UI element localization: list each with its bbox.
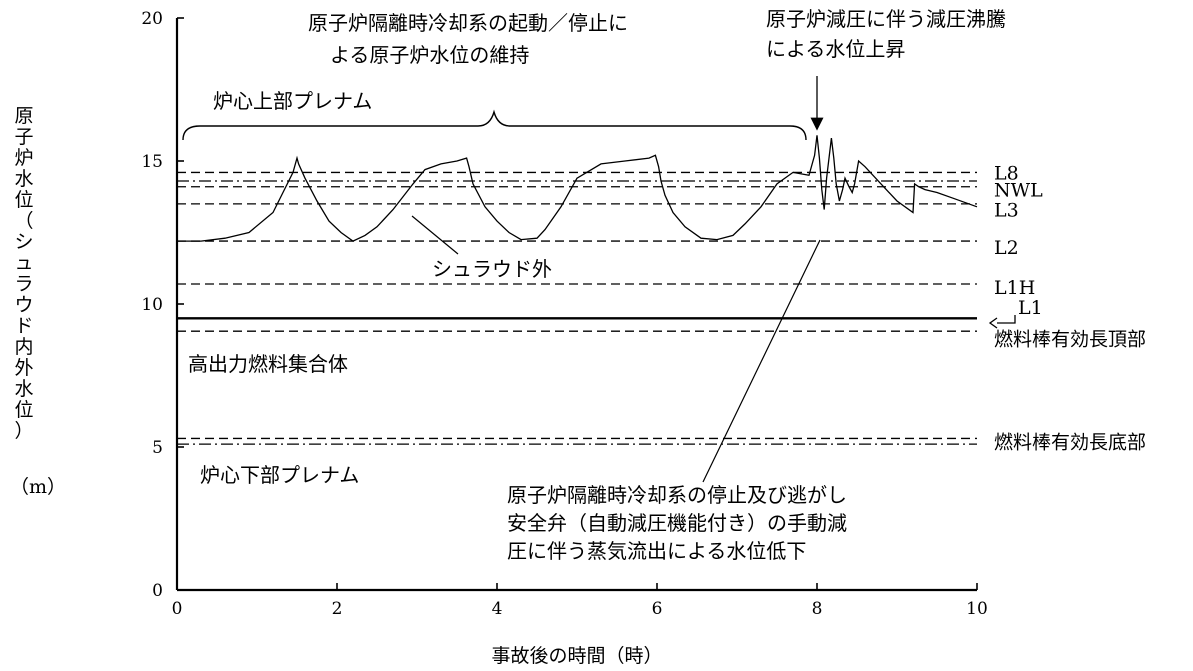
y-tick-label: 15 xyxy=(141,152,163,172)
y-tick-label: 0 xyxy=(152,581,163,601)
y-axis-label-char: ュ xyxy=(14,252,33,274)
y-axis-label-char: 位 xyxy=(14,189,33,211)
x-tick-label: 6 xyxy=(652,599,663,619)
series-line-shroud-outside xyxy=(177,135,978,242)
y-axis-label-char: ウ xyxy=(14,294,33,316)
y-axis-label-char: ド xyxy=(14,315,33,337)
label-upper-plenum: 炉心上部プレナム xyxy=(213,89,372,113)
y-axis-label-char: 外 xyxy=(14,357,33,379)
y-axis-unit: （m） xyxy=(10,476,66,498)
level-label: NWL xyxy=(994,180,1043,202)
y-tick-label: 5 xyxy=(152,438,163,458)
level-label: L1 xyxy=(1018,297,1043,319)
y-axis-label-char: 子 xyxy=(14,126,33,148)
level-label: L1H xyxy=(994,277,1035,299)
annotation-rcic-stop-1: 原子炉隔離時冷却系の停止及び逃がし xyxy=(507,483,847,507)
annotation-depressurization-1: 原子炉減圧に伴う減圧沸騰 xyxy=(766,7,1006,31)
y-axis-label-char: ） xyxy=(14,420,33,442)
y-axis-label-char: 水 xyxy=(14,168,33,190)
y-axis-label-char: 水 xyxy=(14,378,33,400)
y-tick-label: 20 xyxy=(141,9,163,29)
shroud-outside-leader xyxy=(411,215,459,255)
x-axis-label: 事故後の時間（時） xyxy=(491,645,662,667)
label-shroud-outside: シュラウド外 xyxy=(432,257,552,281)
x-tick-label: 0 xyxy=(172,599,183,619)
arrow-rcic-stop xyxy=(702,239,821,483)
y-axis-label-char: 内 xyxy=(14,336,33,358)
l1-bracket-arrowhead xyxy=(988,317,998,329)
level-label: L2 xyxy=(994,237,1019,259)
annotation-rcic-maintain-1: 原子炉隔離時冷却系の起動／停止に xyxy=(308,11,628,35)
annotation-depressurization-2: による水位上昇 xyxy=(766,37,905,61)
upper-plenum-brace xyxy=(182,109,807,141)
x-tick-label: 8 xyxy=(812,599,823,619)
level-lines xyxy=(177,171,977,445)
data-series xyxy=(177,135,978,242)
axes: 0 2 4 6 8 10 0 5 10 15 20 xyxy=(141,9,987,619)
level-label: L3 xyxy=(994,200,1019,222)
label-high-power-bundle: 高出力燃料集合体 xyxy=(188,352,348,376)
annotation-rcic-stop-3: 圧に伴う蒸気流出による水位低下 xyxy=(507,539,806,563)
y-tick-label: 10 xyxy=(141,295,163,315)
y-axis-label-char: （ xyxy=(14,210,33,232)
x-tick-label: 4 xyxy=(492,599,503,619)
x-tick-label: 10 xyxy=(966,599,988,619)
y-axis-label-char: 炉 xyxy=(14,147,33,169)
y-axis-label-char: 位 xyxy=(14,399,33,421)
level-label: 燃料棒有効長底部 xyxy=(994,431,1146,453)
annotation-rcic-maintain-2: よる原子炉水位の維持 xyxy=(330,43,529,67)
x-tick-label: 2 xyxy=(332,599,343,619)
label-lower-plenum: 炉心下部プレナム xyxy=(200,463,359,487)
y-axis-label-char: 原 xyxy=(14,105,33,127)
level-label: 燃料棒有効長頂部 xyxy=(994,328,1146,350)
level-label: L8 xyxy=(994,162,1019,184)
l1-bracket-arrow xyxy=(997,315,1016,324)
y-axis-label-char: シ xyxy=(14,231,33,253)
annotation-rcic-stop-2: 安全弁（自動減圧機能付き）の手動減 xyxy=(507,511,847,535)
y-axis-label-char: ラ xyxy=(14,273,33,295)
